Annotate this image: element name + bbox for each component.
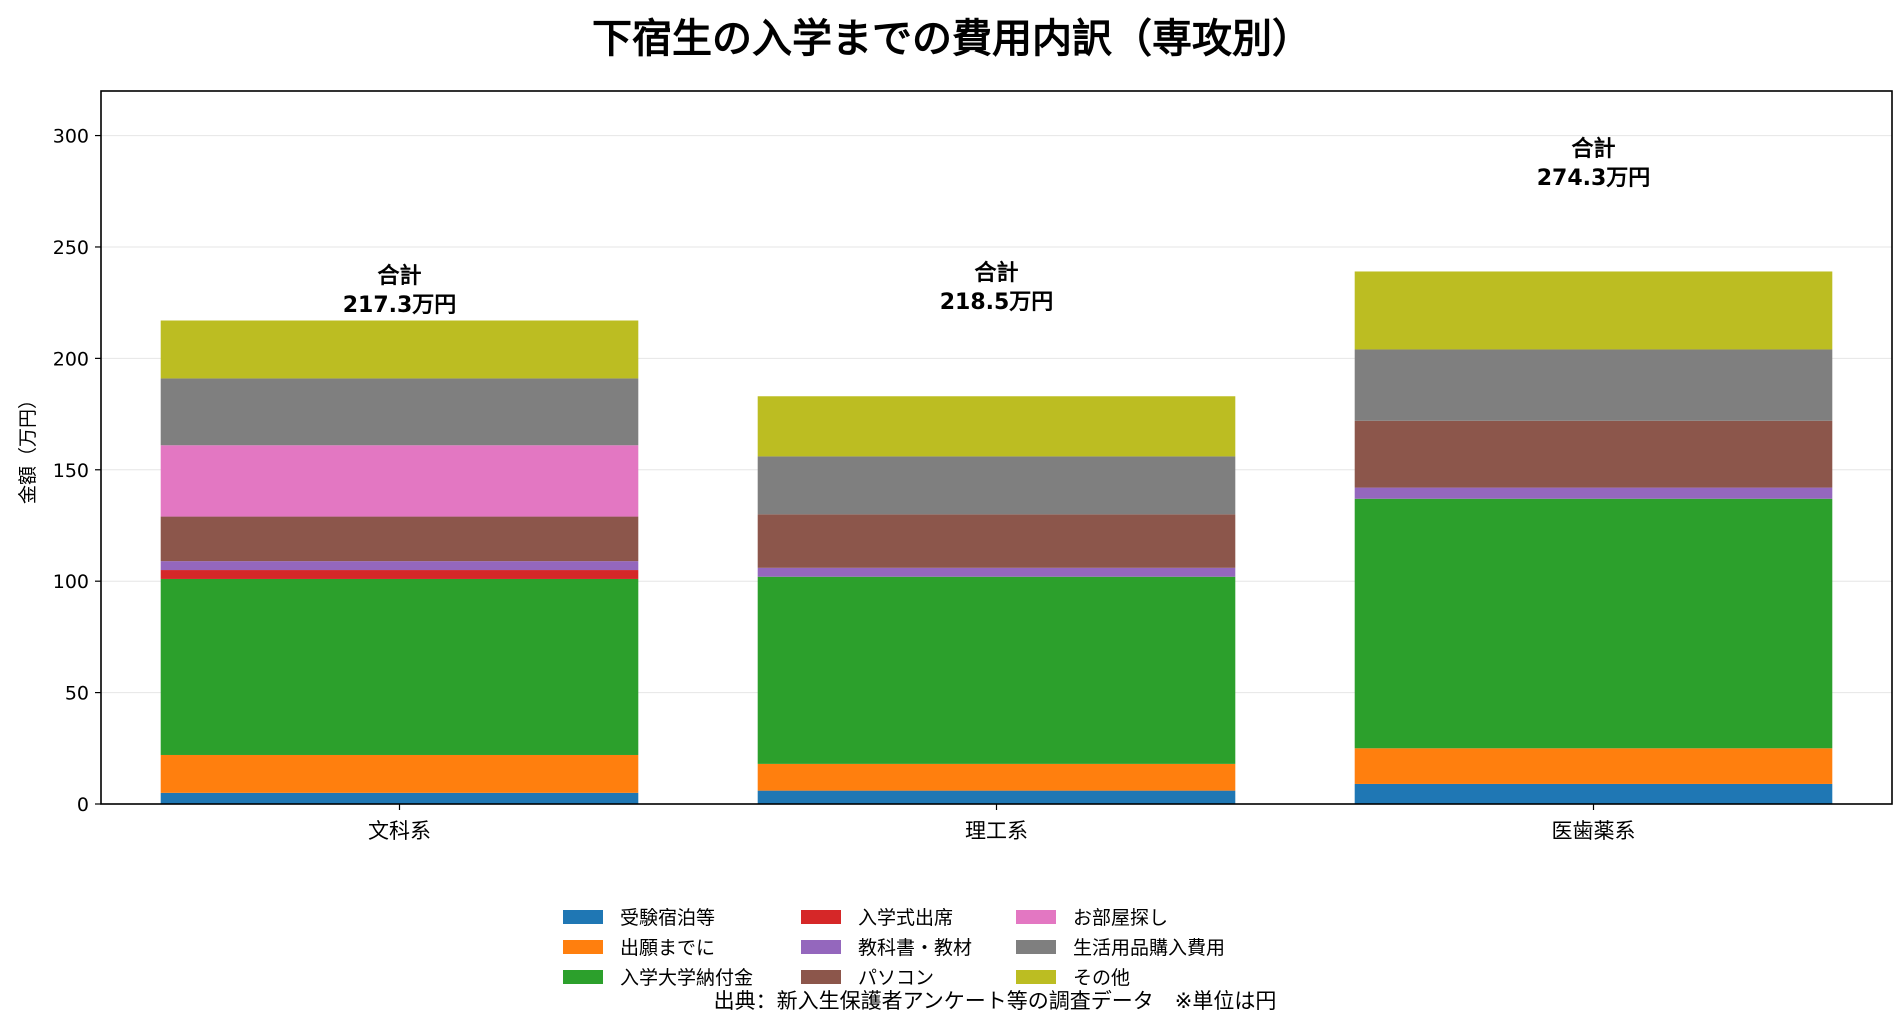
bar-segment <box>757 396 1236 457</box>
total-label-value: 217.3万円 <box>343 293 457 318</box>
legend-label: 入学大学納付金 <box>620 967 753 989</box>
bar-segment <box>1354 487 1833 499</box>
legend-label: 教科書・教材 <box>858 937 972 959</box>
bar-segment <box>160 792 639 804</box>
legend-swatch <box>801 970 841 984</box>
bar-segment <box>757 567 1236 577</box>
bar-segment <box>757 763 1236 791</box>
bar-segment <box>757 790 1236 804</box>
bar-segment <box>160 378 639 446</box>
legend-swatch <box>563 970 603 984</box>
y-tick-label: 100 <box>53 571 89 593</box>
bar-segment <box>1354 498 1833 749</box>
total-label-value: 274.3万円 <box>1537 166 1651 191</box>
bar-segment <box>160 516 639 562</box>
legend-swatch <box>1016 940 1056 954</box>
legend-swatch <box>563 910 603 924</box>
bars <box>160 271 1833 804</box>
y-tick-label: 250 <box>53 237 89 259</box>
legend-swatch <box>1016 910 1056 924</box>
y-axis-label: 金額（万円） <box>17 390 39 504</box>
legend-label: 入学式出席 <box>858 907 953 929</box>
y-tick-label: 200 <box>53 348 89 370</box>
x-tick-label: 医歯薬系 <box>1552 819 1636 843</box>
source-footnote: 出典：新入生保護者アンケート等の調査データ ※単位は円 <box>714 989 1277 1013</box>
x-tick-label: 文科系 <box>368 819 431 843</box>
legend-label: 受験宿泊等 <box>620 907 715 929</box>
bar-segment <box>160 570 639 579</box>
legend-label: パソコン <box>858 967 934 989</box>
legend-label: お部屋探し <box>1073 907 1168 929</box>
legend-swatch <box>801 910 841 924</box>
bar-segment <box>757 514 1236 568</box>
y-tick-label: 50 <box>65 683 89 705</box>
bar-segment <box>160 561 639 571</box>
bar-segment <box>160 578 639 755</box>
bar-segment <box>160 320 639 379</box>
bar-segment <box>1354 748 1833 784</box>
bar-segment <box>160 445 639 517</box>
y-tick-label: 150 <box>53 460 89 482</box>
bar-segment <box>1354 420 1833 488</box>
x-axis-ticks: 文科系 理工系 医歯薬系 <box>368 804 1636 843</box>
chart-title: 下宿生の入学までの費用内訳（専攻別） <box>592 16 1312 62</box>
bar-segment <box>1354 271 1833 350</box>
legend-label: その他 <box>1073 967 1130 989</box>
y-axis-ticks: 0 50 100 150 200 250 300 <box>53 126 101 816</box>
legend-swatch <box>1016 970 1056 984</box>
total-label-heading: 合計 <box>974 260 1018 286</box>
y-tick-label: 300 <box>53 126 89 148</box>
legend-label: 出願までに <box>620 937 715 959</box>
legend-swatch <box>563 940 603 954</box>
total-label-heading: 合計 <box>377 263 421 289</box>
x-tick-label: 理工系 <box>965 819 1028 843</box>
bar-segment <box>757 576 1236 764</box>
legend-swatch <box>801 940 841 954</box>
total-label-value: 218.5万円 <box>940 290 1054 315</box>
total-label-heading: 合計 <box>1571 136 1615 162</box>
y-tick-label: 0 <box>77 794 89 816</box>
legend-label: 生活用品購入費用 <box>1073 937 1225 959</box>
bar-segment <box>1354 349 1833 421</box>
bar-segment <box>160 754 639 793</box>
bar-segment <box>1354 783 1833 804</box>
bar-segment <box>757 456 1236 515</box>
